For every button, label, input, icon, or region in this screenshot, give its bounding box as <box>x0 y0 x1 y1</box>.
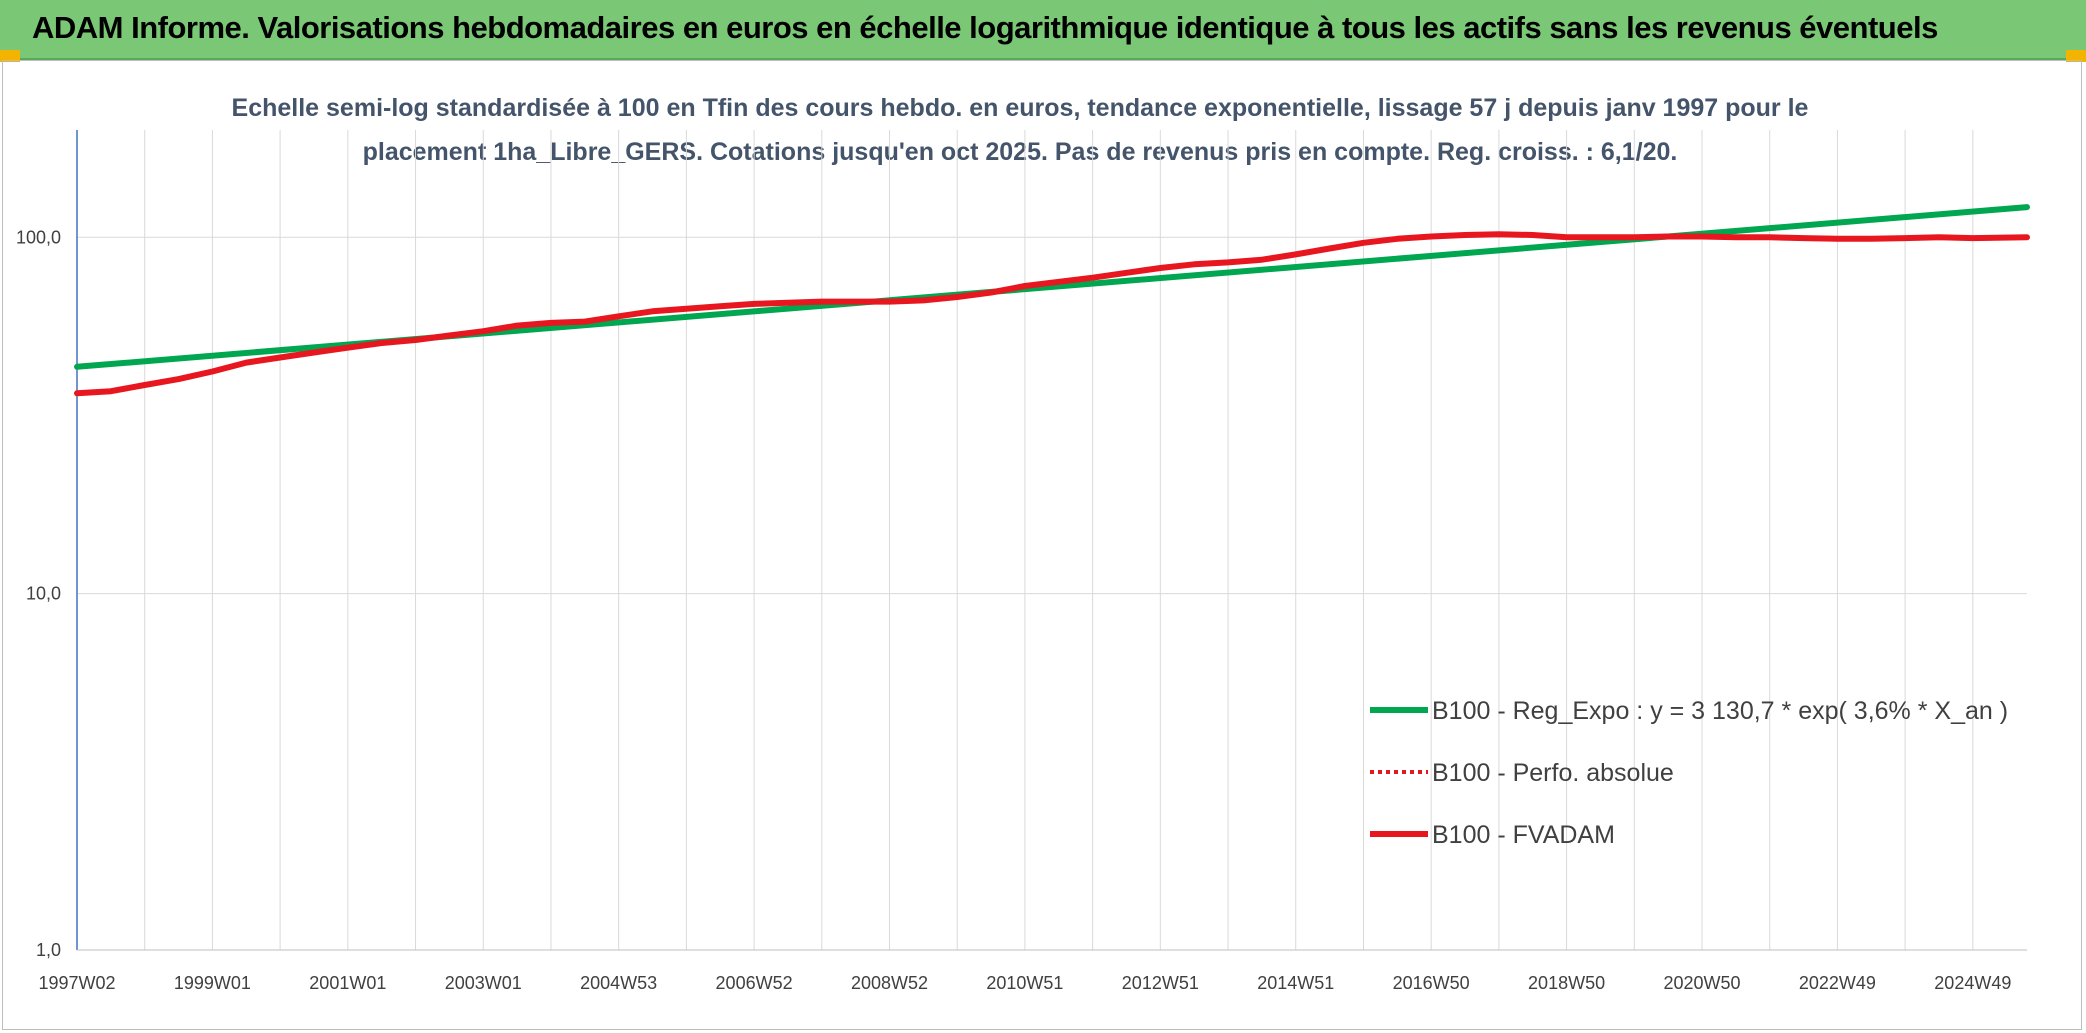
series-line-2 <box>74 231 2030 397</box>
x-tick-label: 2003W01 <box>445 973 522 993</box>
x-tick-label: 2020W50 <box>1663 973 1740 993</box>
chart-title: Echelle semi-log standardisée à 100 en T… <box>200 86 1840 174</box>
series-lines <box>74 204 2030 397</box>
chart-title-line-2: placement 1ha_Libre_GERS. Cotations jusq… <box>362 138 1678 166</box>
x-tick-label: 2014W51 <box>1257 973 1334 993</box>
x-tick-label: 1997W02 <box>38 973 115 993</box>
y-tick-label: 100,0 <box>16 227 61 247</box>
y-tick-labels: 1,0 10,0 100,0 <box>16 227 61 960</box>
x-tick-label: 2022W49 <box>1799 973 1876 993</box>
legend: B100 - Reg_Expo : y = 3 130,7 * exp( 3,6… <box>1370 697 2008 849</box>
axes <box>76 130 2027 951</box>
x-tick-label: 2008W52 <box>851 973 928 993</box>
x-tick-label: 2016W50 <box>1393 973 1470 993</box>
x-tick-label: 2004W53 <box>580 973 657 993</box>
x-tick-label: 1999W01 <box>174 973 251 993</box>
x-tick-label: 2018W50 <box>1528 973 1605 993</box>
x-tick-label: 2012W51 <box>1122 973 1199 993</box>
report-header: ADAM Informe. Valorisations hebdomadaire… <box>0 0 2086 60</box>
x-tick-label: 2010W51 <box>986 973 1063 993</box>
legend-label-1: B100 - Perfo. absolue <box>1432 759 1674 787</box>
x-tick-label: 2006W52 <box>716 973 793 993</box>
y-tick-label: 10,0 <box>26 584 61 604</box>
legend-label-2: B100 - FVADAM <box>1432 821 1615 849</box>
y-tick-label: 1,0 <box>36 940 61 960</box>
corner-marker-right <box>2066 50 2086 62</box>
grid-lines <box>76 130 2027 951</box>
x-tick-labels: 1997W02 1999W01 2001W01 2003W01 2004W53 2006W… <box>38 973 2011 993</box>
corner-marker-left <box>0 50 20 62</box>
x-tick-label: 2024W49 <box>1934 973 2011 993</box>
report-title: ADAM Informe. Valorisations hebdomadaire… <box>32 10 1938 45</box>
x-tick-label: 2001W01 <box>309 973 386 993</box>
legend-label-0: B100 - Reg_Expo : y = 3 130,7 * exp( 3,6… <box>1432 697 2008 725</box>
chart-title-line-1: Echelle semi-log standardisée à 100 en T… <box>231 94 1809 122</box>
chart-frame <box>2 60 2082 1030</box>
